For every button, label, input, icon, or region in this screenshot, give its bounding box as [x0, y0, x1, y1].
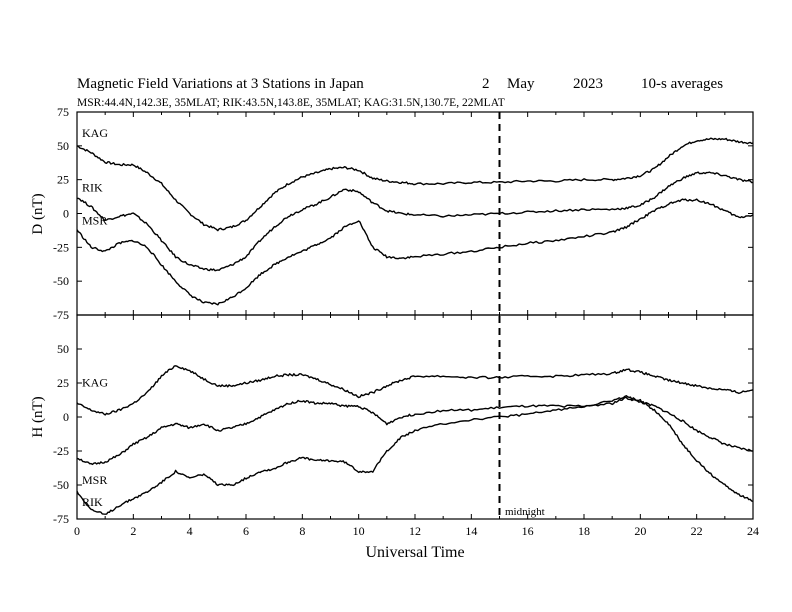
h-ytick-label: 0 [63, 410, 69, 424]
h-ytick-label: -50 [53, 478, 69, 492]
x-tick-label: 24 [747, 524, 759, 538]
d-series-label-rik: RIK [82, 180, 103, 194]
h-series-label-msr: MSR [82, 473, 107, 487]
h-series-msr [76, 395, 754, 515]
x-tick-label: 12 [409, 524, 421, 538]
x-tick-label: 6 [243, 524, 249, 538]
date-year: 2023 [573, 76, 603, 92]
d-ytick-label: 75 [57, 105, 69, 119]
h-axis-label: H (nT) [30, 396, 46, 437]
station-coordinates: MSR:44.4N,142.3E, 35MLAT; RIK:43.5N,143.… [77, 97, 505, 109]
h-ytick-label: 50 [57, 342, 69, 356]
x-tick-label: 0 [74, 524, 80, 538]
x-tick-label: 2 [130, 524, 136, 538]
h-ytick-label: -75 [53, 512, 69, 526]
x-axis-label: Universal Time [365, 544, 464, 561]
x-tick-label: 22 [691, 524, 703, 538]
d-series-label-kag: KAG [82, 126, 108, 140]
x-tick-label: 16 [522, 524, 534, 538]
date-day: 2 [482, 76, 490, 92]
chart-title: Magnetic Field Variations at 3 Stations … [77, 76, 364, 92]
x-tick-label: 8 [299, 524, 305, 538]
d-axis-label: D (nT) [30, 193, 46, 234]
midnight-annotation: midnight [505, 506, 545, 518]
x-tick-label: 4 [187, 524, 193, 538]
h-ytick-label: 25 [57, 376, 69, 390]
x-tick-label: 20 [634, 524, 646, 538]
d-series-msr [76, 198, 754, 306]
h-ytick-label: -25 [53, 444, 69, 458]
d-ytick-label: 50 [57, 139, 69, 153]
h-series-kag [76, 365, 754, 416]
d-ytick-label: -50 [53, 274, 69, 288]
d-series-label-msr: MSR [82, 214, 107, 228]
averaging-label: 10-s averages [641, 76, 723, 92]
x-tick-label: 14 [465, 524, 477, 538]
x-tick-label: 10 [353, 524, 365, 538]
d-ytick-label: 25 [57, 173, 69, 187]
d-ytick-label: 0 [63, 207, 69, 221]
d-ytick-label: -75 [53, 308, 69, 322]
d-series-kag [76, 137, 754, 232]
d-ytick-label: -25 [53, 240, 69, 254]
h-series-label-kag: KAG [82, 375, 108, 389]
h-series-rik [76, 396, 753, 466]
x-tick-label: 18 [578, 524, 590, 538]
d-series-rik [76, 171, 754, 272]
date-month: May [507, 76, 535, 92]
